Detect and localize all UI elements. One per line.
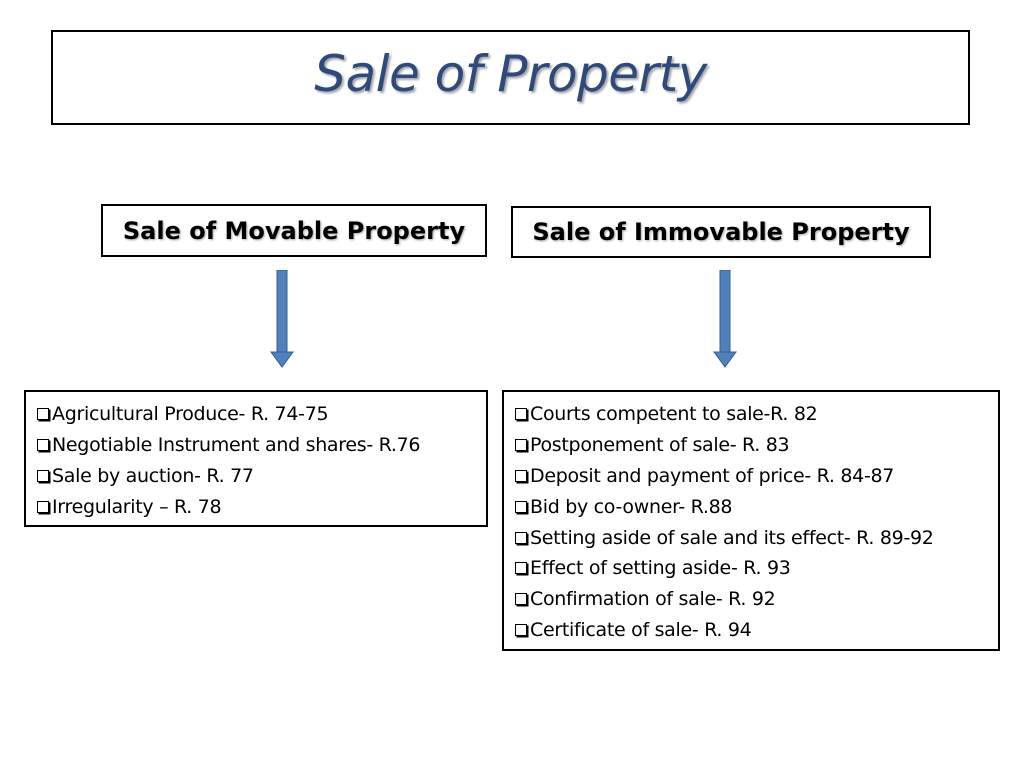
checkbox-bullet-icon (515, 531, 527, 544)
list-item: Deposit and payment of price- R. 84-87 (514, 461, 998, 492)
checkbox-bullet-icon (37, 408, 49, 421)
list-item-text: Agricultural Produce- R. 74-75 (52, 403, 329, 426)
checkbox-bullet-icon (515, 469, 527, 482)
checkbox-bullet-icon (37, 439, 49, 452)
list-item-text: Sale by auction- R. 77 (52, 464, 254, 487)
list-item: Certificate of sale- R. 94 (514, 615, 998, 646)
list-item: Agricultural Produce- R. 74-75 (36, 399, 486, 430)
immovable-property-list: Courts competent to sale-R. 82 Postponem… (502, 390, 1000, 651)
title-box: Sale of Property (51, 30, 970, 125)
slide-title: Sale of Property (314, 44, 707, 103)
list-item: Bid by co-owner- R.88 (514, 491, 998, 522)
list-item: Postponement of sale- R. 83 (514, 430, 998, 461)
list-item-text: Bid by co-owner- R.88 (530, 495, 733, 518)
list-item: Setting aside of sale and its effect- R.… (514, 522, 998, 553)
list-item-text: Certificate of sale- R. 94 (530, 618, 752, 641)
list-item: Negotiable Instrument and shares- R.76 (36, 430, 486, 461)
down-arrow-icon (713, 270, 737, 368)
movable-property-list: Agricultural Produce- R. 74-75 Negotiabl… (24, 390, 488, 527)
list-item: Courts competent to sale-R. 82 (514, 399, 998, 430)
list-item-text: Effect of setting aside- R. 93 (530, 557, 791, 580)
checkbox-bullet-icon (515, 408, 527, 421)
checkbox-bullet-icon (515, 623, 527, 636)
list-item: Sale by auction- R. 77 (36, 461, 486, 492)
list-item-text: Postponement of sale- R. 83 (530, 434, 790, 457)
movable-property-heading: Sale of Movable Property (101, 204, 487, 257)
list-item-text: Deposit and payment of price- R. 84-87 (530, 464, 895, 487)
list-item-text: Setting aside of sale and its effect- R.… (530, 526, 934, 549)
down-arrow-icon (270, 270, 294, 368)
list-item: Confirmation of sale- R. 92 (514, 584, 998, 615)
list-item-text: Irregularity – R. 78 (52, 495, 222, 518)
checkbox-bullet-icon (37, 469, 49, 482)
list-item-text: Confirmation of sale- R. 92 (530, 588, 776, 611)
list-item: Irregularity – R. 78 (36, 491, 486, 522)
checkbox-bullet-icon (515, 500, 527, 513)
checkbox-bullet-icon (515, 562, 527, 575)
immovable-property-heading: Sale of Immovable Property (511, 206, 931, 258)
list-item-text: Negotiable Instrument and shares- R.76 (52, 434, 421, 457)
checkbox-bullet-icon (37, 500, 49, 513)
checkbox-bullet-icon (515, 439, 527, 452)
checkbox-bullet-icon (515, 593, 527, 606)
list-item: Effect of setting aside- R. 93 (514, 553, 998, 584)
list-item-text: Courts competent to sale-R. 82 (530, 403, 818, 426)
